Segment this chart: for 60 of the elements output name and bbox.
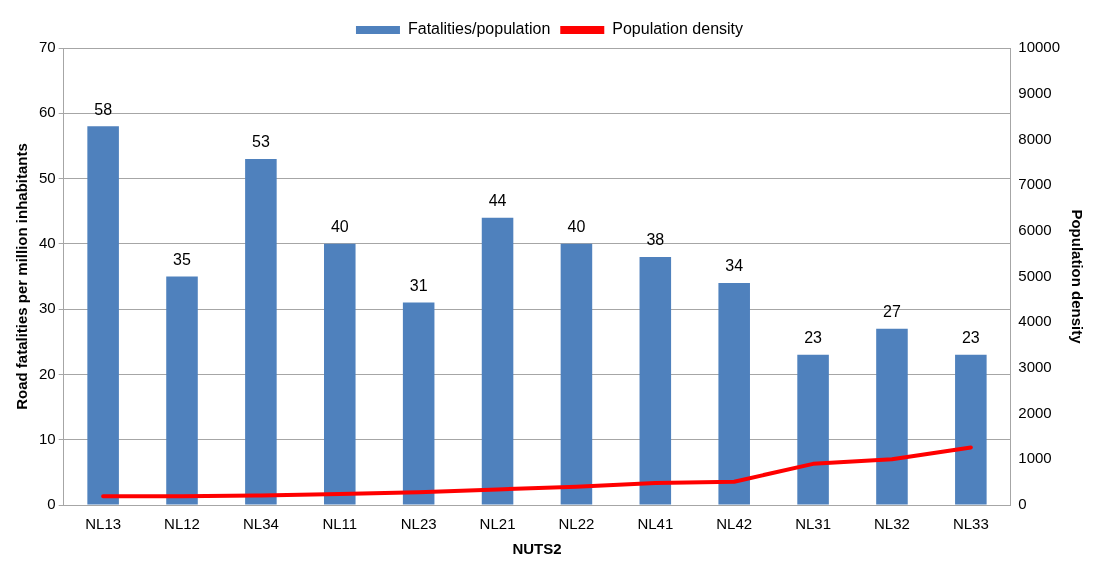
x-tick-label: NL11 xyxy=(322,515,358,533)
bar xyxy=(718,283,750,505)
bar xyxy=(245,158,277,505)
bar xyxy=(639,256,672,505)
y-tick-label: 70 xyxy=(39,38,56,56)
x-tick-label: NL13 xyxy=(85,515,122,533)
data-label: 23 xyxy=(804,329,823,347)
legend-label: Fatalities/population xyxy=(407,20,551,38)
y-tick-label: 30 xyxy=(39,299,56,317)
y-tick-label: 60 xyxy=(39,103,56,121)
x-tick-label: NL31 xyxy=(795,515,832,533)
data-label: 58 xyxy=(94,100,113,118)
y2-tick-label: 3000 xyxy=(1018,358,1052,376)
y-tick-label: 10 xyxy=(39,429,56,447)
y-tick-label: 20 xyxy=(39,364,56,382)
x-tick-label: NL32 xyxy=(874,515,910,533)
y2-tick-label: 8000 xyxy=(1018,129,1052,147)
data-label: 53 xyxy=(252,133,270,151)
legend-label: Population density xyxy=(612,20,744,38)
bar xyxy=(797,354,829,505)
data-label: 34 xyxy=(725,257,744,275)
bar xyxy=(402,302,435,505)
y2-tick-label: 5000 xyxy=(1018,266,1052,284)
bar xyxy=(166,276,198,505)
data-label: 27 xyxy=(883,303,901,321)
y2-tick-label: 1000 xyxy=(1018,449,1052,467)
x-tick-label: NL42 xyxy=(716,515,753,533)
bar xyxy=(560,243,593,505)
bar xyxy=(324,243,356,505)
y2-tick-label: 7000 xyxy=(1018,175,1052,193)
y-tick-label: 40 xyxy=(39,234,56,251)
x-tick-label: NL22 xyxy=(558,515,595,533)
bar xyxy=(955,354,987,505)
data-label: 31 xyxy=(409,277,428,295)
y2-tick-label: 2000 xyxy=(1018,403,1052,421)
y2-tick-label: 4000 xyxy=(1018,312,1052,330)
data-label: 35 xyxy=(173,250,192,268)
y-tick-label: 50 xyxy=(39,168,56,186)
bar xyxy=(481,217,514,505)
x-tick-label: NL34 xyxy=(242,515,279,533)
y2-tick-label: 0 xyxy=(1018,495,1027,513)
y2-tick-label: 6000 xyxy=(1018,220,1052,238)
bar xyxy=(876,328,908,505)
y2-tick-label: 10000 xyxy=(1018,38,1061,56)
y-axis-title: Road fatalities per million inhabitants xyxy=(13,143,31,410)
data-label: 38 xyxy=(646,231,665,249)
x-tick-label: NL41 xyxy=(637,515,674,533)
data-label: 40 xyxy=(330,218,349,236)
x-tick-label: NL33 xyxy=(952,515,989,533)
y2-axis-title: Population density xyxy=(1068,209,1086,345)
bar xyxy=(87,126,119,505)
x-axis-title: NUTS2 xyxy=(512,540,562,558)
data-label: 40 xyxy=(567,218,586,236)
y-tick-label: 0 xyxy=(47,495,56,513)
x-tick-label: NL23 xyxy=(400,515,437,533)
x-tick-label: NL21 xyxy=(479,515,516,533)
data-label: 23 xyxy=(961,329,980,347)
data-label: 44 xyxy=(488,192,507,210)
x-tick-label: NL12 xyxy=(164,515,200,533)
y2-tick-label: 9000 xyxy=(1018,83,1052,101)
